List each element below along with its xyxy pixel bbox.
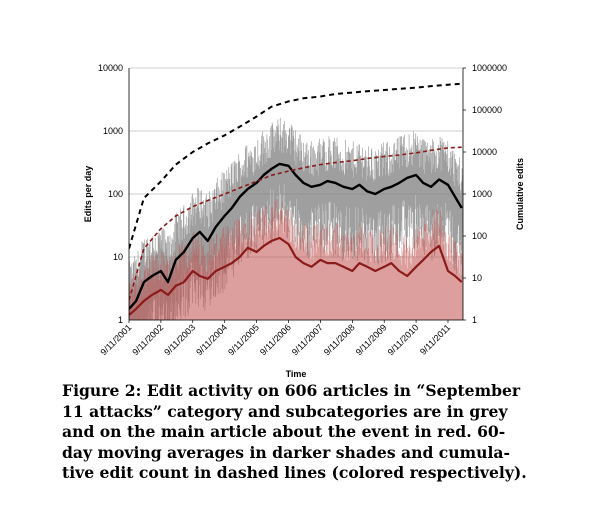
series-line-grey-cumulative [129, 82, 462, 249]
y-left-axis-title: Edits per day [83, 166, 93, 223]
chart: 1 10 100 1000 10000 1 10 100 1000 10000 100000 100… [83, 63, 525, 379]
right-tick-labels: 1 10 100 1000 10000 100000 1000000 [463, 63, 507, 325]
series-layer [129, 82, 463, 316]
y-right-tick-label: 10 [472, 273, 482, 283]
caption-line: day moving averages in darker shades and… [62, 442, 510, 462]
x-tick-label: 9/11/2004 [194, 322, 229, 357]
daily-edits-noise [129, 117, 463, 320]
x-tick-label: 9/11/2001 [99, 322, 134, 357]
series-line-red-ma-60 [129, 236, 463, 316]
y-right-tick-label: 1000000 [472, 63, 507, 73]
y-right-tick-label: 100 [472, 231, 487, 241]
series-line-red-cumulative [129, 146, 462, 301]
caption-line: tive edit count in dashed lines (colored… [62, 463, 527, 483]
figure-caption: Figure 2: Edit activity on 606 articles … [62, 381, 550, 484]
y-left-tick-label: 1000 [103, 126, 123, 136]
caption-line: and on the main article about the event … [62, 422, 506, 442]
caption-line: Figure 2: Edit activity on 606 articles … [62, 381, 521, 400]
y-right-tick-label: 1 [472, 315, 477, 325]
x-tick-label: 9/11/2006 [258, 322, 293, 357]
x-tick-label: 9/11/2007 [290, 322, 325, 357]
y-left-tick-label: 1 [118, 315, 123, 325]
left-tick-labels: 1 10 100 1000 10000 [98, 63, 123, 325]
x-tick-label: 9/11/2009 [354, 322, 389, 357]
y-left-tick-label: 10000 [98, 63, 123, 73]
x-tick-label: 9/11/2003 [162, 322, 197, 357]
x-tick-label: 9/11/2002 [130, 322, 165, 357]
y-right-tick-label: 10000 [472, 147, 497, 157]
y-right-tick-label: 1000 [472, 189, 492, 199]
y-right-tick-label: 100000 [472, 105, 502, 115]
y-right-axis-title: Cumulative edits [515, 158, 525, 230]
x-tick-labels: 9/11/20019/11/20029/11/20039/11/20049/11… [99, 320, 452, 357]
x-tick-label: 9/11/2010 [386, 322, 421, 357]
x-tick-label: 9/11/2005 [226, 322, 261, 357]
series-line-grey-ma-60 [129, 162, 463, 310]
x-tick-label: 9/11/2008 [322, 322, 357, 357]
x-axis-title: Time [286, 369, 307, 379]
caption-line: 11 attacks” category and subcategories a… [62, 401, 508, 421]
y-left-tick-label: 100 [108, 189, 123, 199]
x-tick-label: 9/11/2011 [418, 322, 452, 356]
y-left-tick-label: 10 [113, 252, 123, 262]
